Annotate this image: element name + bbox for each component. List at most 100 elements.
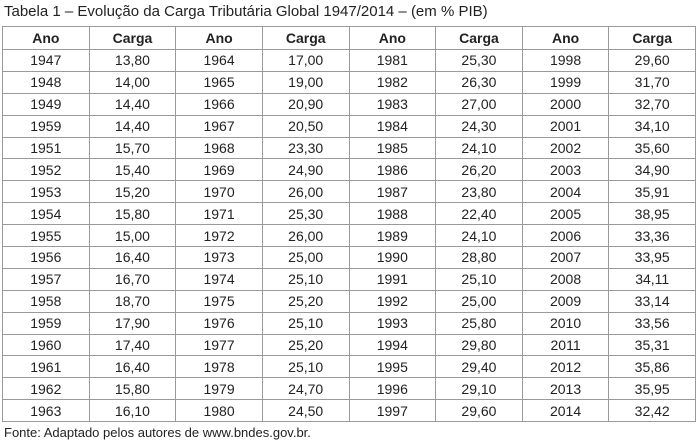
carga-cell: 24,70	[261, 377, 350, 401]
carga-cell: 27,00	[435, 92, 523, 116]
carga-cell: 25,00	[261, 246, 350, 269]
carga-cell: 26,00	[261, 224, 350, 248]
year-cell: 1984	[348, 114, 437, 138]
year-cell: 1990	[348, 246, 437, 269]
carga-cell: 31,70	[608, 70, 696, 94]
year-cell: 1987	[348, 180, 437, 204]
year-cell: 1974	[175, 267, 263, 291]
year-cell: 1978	[175, 355, 263, 379]
year-cell: 2012	[521, 355, 610, 379]
carga-cell: 16,70	[88, 267, 177, 291]
year-cell: 2001	[521, 114, 610, 138]
carga-cell: 23,30	[261, 136, 350, 160]
carga-cell: 24,50	[261, 399, 350, 423]
carga-cell: 13,80	[88, 49, 177, 72]
year-cell: 1989	[348, 224, 437, 248]
carga-cell: 16,40	[88, 355, 177, 379]
table-row: 1959 17,90 1976 25,10 1993 25,80 2010 33,56	[2, 311, 696, 335]
column-header: Carga	[261, 26, 350, 50]
year-cell: 2004	[521, 180, 610, 204]
table-row: 1949 14,40 1966 20,90 1983 27,00 2000 32,70	[2, 92, 696, 116]
table-row: 1956 16,40 1973 25,00 1990 28,80 2007 33,95	[2, 246, 696, 269]
year-cell: 1955	[2, 224, 90, 248]
carga-cell: 14,40	[88, 114, 177, 138]
year-cell: 1991	[348, 267, 437, 291]
year-cell: 1951	[2, 136, 90, 160]
year-cell: 2011	[521, 333, 610, 357]
year-cell: 1980	[175, 399, 263, 423]
carga-cell: 24,10	[435, 136, 523, 160]
carga-cell: 28,80	[435, 246, 523, 269]
year-cell: 1970	[175, 180, 263, 204]
year-cell: 1966	[175, 92, 263, 116]
carga-cell: 29,80	[435, 333, 523, 357]
table-row: 1951 15,70 1968 23,30 1985 24,10 2002 35,60	[2, 136, 696, 160]
carga-cell: 32,70	[608, 92, 696, 116]
carga-cell: 26,30	[435, 70, 523, 94]
year-cell: 1986	[348, 158, 437, 182]
carga-cell: 26,20	[435, 158, 523, 182]
table-row: 1960 17,40 1977 25,20 1994 29,80 2011 35,31	[2, 333, 696, 357]
year-cell: 1977	[175, 333, 263, 357]
carga-cell: 34,10	[608, 114, 696, 138]
column-header: Ano	[2, 26, 90, 50]
year-cell: 1976	[175, 311, 263, 335]
carga-cell: 29,60	[435, 399, 523, 423]
column-header: Carga	[435, 26, 523, 50]
carga-cell: 35,31	[608, 333, 696, 357]
year-cell: 1969	[175, 158, 263, 182]
carga-cell: 15,70	[88, 136, 177, 160]
carga-cell: 19,00	[261, 70, 350, 94]
carga-cell: 25,10	[261, 267, 350, 291]
year-cell: 1963	[2, 399, 90, 423]
carga-cell: 35,60	[608, 136, 696, 160]
carga-cell: 29,40	[435, 355, 523, 379]
column-header: Ano	[175, 26, 263, 50]
year-cell: 1979	[175, 377, 263, 401]
year-cell: 1993	[348, 311, 437, 335]
carga-cell: 25,00	[435, 289, 523, 313]
carga-cell: 14,00	[88, 70, 177, 94]
year-cell: 2002	[521, 136, 610, 160]
data-table: Ano Carga Ano Carga Ano Carga Ano Carga 1947 13,…	[2, 26, 696, 423]
year-cell: 1971	[175, 202, 263, 226]
year-cell: 1998	[521, 49, 610, 72]
carga-cell: 15,20	[88, 180, 177, 204]
year-cell: 1982	[348, 70, 437, 94]
table-row: 1954 15,80 1971 25,30 1988 22,40 2005 38,95	[2, 202, 696, 226]
year-cell: 1956	[2, 246, 90, 269]
year-cell: 1995	[348, 355, 437, 379]
year-cell: 1959	[2, 114, 90, 138]
year-cell: 2006	[521, 224, 610, 248]
carga-cell: 25,10	[261, 355, 350, 379]
year-cell: 1973	[175, 246, 263, 269]
carga-cell: 15,00	[88, 224, 177, 248]
year-cell: 1967	[175, 114, 263, 138]
year-cell: 2009	[521, 289, 610, 313]
carga-cell: 32,42	[608, 399, 696, 423]
carga-cell: 24,10	[435, 224, 523, 248]
table-row: 1962 15,80 1979 24,70 1996 29,10 2013 35,95	[2, 377, 696, 401]
year-cell: 2008	[521, 267, 610, 291]
carga-cell: 18,70	[88, 289, 177, 313]
table-row: 1953 15,20 1970 26,00 1987 23,80 2004 35,91	[2, 180, 696, 204]
year-cell: 1985	[348, 136, 437, 160]
year-cell: 1961	[2, 355, 90, 379]
table-row: 1963 16,10 1980 24,50 1997 29,60 2014 32,42	[2, 399, 696, 423]
table-row: 1958 18,70 1975 25,20 1992 25,00 2009 33,14	[2, 289, 696, 313]
carga-cell: 15,80	[88, 377, 177, 401]
year-cell: 2007	[521, 246, 610, 269]
carga-cell: 17,40	[88, 333, 177, 357]
year-cell: 1992	[348, 289, 437, 313]
carga-cell: 29,60	[608, 49, 696, 72]
carga-cell: 34,90	[608, 158, 696, 182]
carga-cell: 33,95	[608, 246, 696, 269]
year-cell: 1947	[2, 49, 90, 72]
carga-cell: 25,20	[261, 333, 350, 357]
carga-cell: 15,40	[88, 158, 177, 182]
year-cell: 2003	[521, 158, 610, 182]
carga-cell: 20,50	[261, 114, 350, 138]
carga-cell: 22,40	[435, 202, 523, 226]
year-cell: 1958	[2, 289, 90, 313]
carga-cell: 23,80	[435, 180, 523, 204]
